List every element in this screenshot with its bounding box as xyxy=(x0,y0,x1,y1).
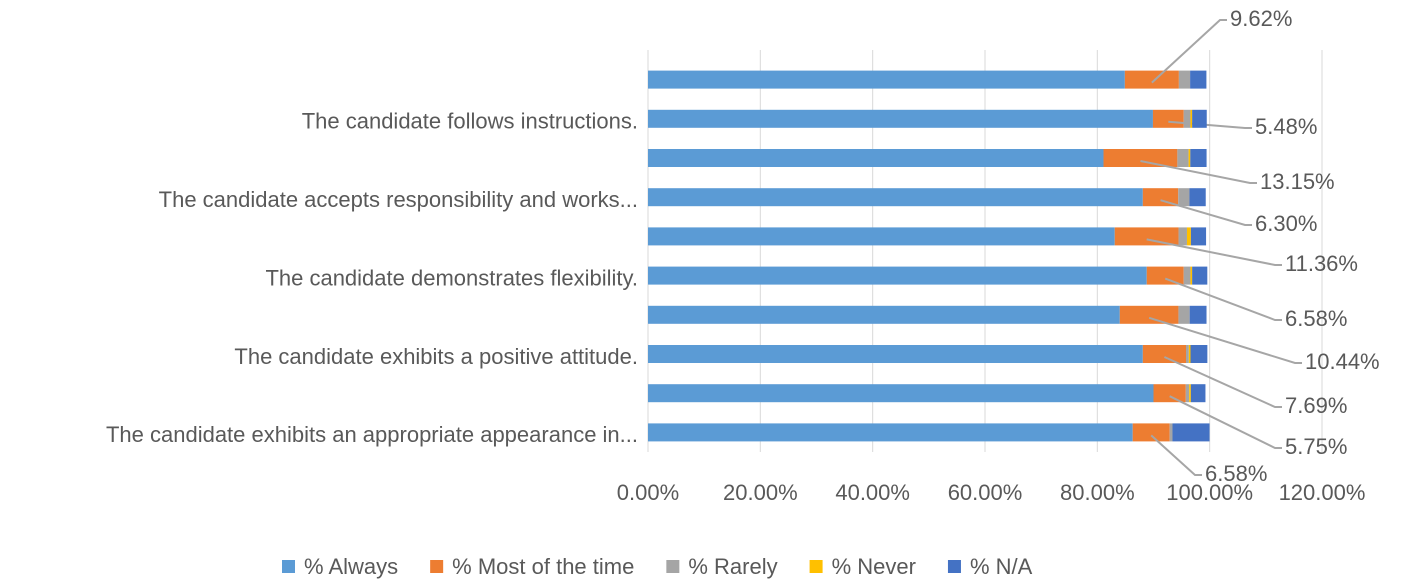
legend-label: % Never xyxy=(832,554,916,579)
legend-label: % Rarely xyxy=(688,554,777,579)
bar-segment xyxy=(1188,345,1191,363)
x-tick-label: 60.00% xyxy=(948,480,1023,505)
legend-swatch xyxy=(947,560,961,573)
bar-segment xyxy=(1190,384,1206,403)
bar-segment xyxy=(1178,227,1187,246)
bar-segment xyxy=(1188,149,1191,167)
bar-segment xyxy=(648,109,1153,128)
bar-segment xyxy=(1190,109,1193,128)
data-label: 10.44% xyxy=(1305,349,1380,374)
leader-line xyxy=(1148,316,1302,364)
leader-line xyxy=(1151,19,1227,84)
bar-segment xyxy=(1186,345,1189,363)
leader-line xyxy=(1160,199,1252,226)
bar-segment xyxy=(1178,188,1190,207)
bar-segment xyxy=(1142,188,1179,207)
x-tick-label: 40.00% xyxy=(835,480,910,505)
bar-segment xyxy=(1190,227,1207,246)
bar-segment xyxy=(648,423,1133,442)
bar-segment xyxy=(1142,345,1187,363)
bar-segment xyxy=(1190,266,1193,285)
data-label: 9.62% xyxy=(1230,6,1292,31)
bar-segment xyxy=(1132,423,1170,442)
category-label: The candidate demonstrates flexibility. xyxy=(265,265,638,290)
legend-label: % Most of the time xyxy=(452,554,634,579)
data-label: 5.75% xyxy=(1285,434,1347,459)
bar-segment xyxy=(648,227,1115,246)
x-tick-label: 0.00% xyxy=(617,480,679,505)
bar-segment xyxy=(1119,305,1179,324)
leader-line xyxy=(1164,356,1282,408)
data-label: 6.30% xyxy=(1255,211,1317,236)
bar-segment xyxy=(1169,423,1173,442)
category-label: The candidate accepts responsibility and… xyxy=(159,187,638,212)
bar-segment xyxy=(1172,423,1210,442)
leader-line xyxy=(1140,160,1257,184)
bar-segment xyxy=(1189,305,1207,324)
category-label: The candidate exhibits an appropriate ap… xyxy=(106,422,638,447)
bar-segment xyxy=(648,266,1147,285)
x-tick-label: 20.00% xyxy=(723,480,798,505)
data-label: 13.15% xyxy=(1260,169,1335,194)
leader-line xyxy=(1146,238,1282,266)
bar-segment xyxy=(1124,70,1179,89)
bar-segment xyxy=(1190,345,1208,363)
data-label: 5.48% xyxy=(1255,114,1317,139)
bar-segment xyxy=(1190,70,1207,89)
bar-segment xyxy=(1153,384,1186,403)
bar-segment xyxy=(1178,70,1191,89)
bar-segment xyxy=(1183,266,1191,285)
x-tick-label: 120.00% xyxy=(1279,480,1366,505)
leader-line xyxy=(1150,434,1202,476)
legend-label: % N/A xyxy=(970,554,1033,579)
bar-segment xyxy=(1192,266,1208,285)
legend-label: % Always xyxy=(304,554,398,579)
bar-segment xyxy=(1185,384,1190,403)
bar-segment xyxy=(648,384,1154,403)
x-tick-label: 100.00% xyxy=(1166,480,1253,505)
x-tick-label: 80.00% xyxy=(1060,480,1135,505)
bar-segment xyxy=(1192,109,1207,128)
bar-segment xyxy=(648,149,1104,167)
bar-segment xyxy=(1190,149,1207,167)
bar-segment xyxy=(1189,188,1206,207)
bar-segment xyxy=(648,188,1143,207)
bar-segment xyxy=(1103,149,1178,167)
data-label: 6.58% xyxy=(1205,461,1267,486)
bar-segment xyxy=(1114,227,1179,246)
bar-segment xyxy=(1146,266,1184,285)
legend-swatch xyxy=(282,560,295,573)
bar-segment xyxy=(648,345,1143,363)
bar-segment xyxy=(1152,109,1184,128)
bar-segment xyxy=(648,305,1120,324)
leader-line xyxy=(1169,395,1282,449)
leader-line xyxy=(1164,277,1282,321)
bar-segment xyxy=(1177,149,1189,167)
bar-segment xyxy=(1178,305,1190,324)
legend-swatch xyxy=(809,560,823,573)
data-label: 11.36% xyxy=(1285,251,1358,276)
category-label: The candidate exhibits a positive attitu… xyxy=(234,344,638,369)
bar-segment xyxy=(1186,227,1191,246)
legend-swatch xyxy=(666,560,680,573)
data-label: 6.58% xyxy=(1285,306,1347,331)
legend-swatch xyxy=(430,560,444,573)
bar-segment xyxy=(1183,109,1191,128)
bar-segment xyxy=(648,70,1125,89)
category-label: The candidate follows instructions. xyxy=(302,109,638,134)
bar-segment xyxy=(1189,384,1191,403)
data-label: 7.69% xyxy=(1285,393,1347,418)
